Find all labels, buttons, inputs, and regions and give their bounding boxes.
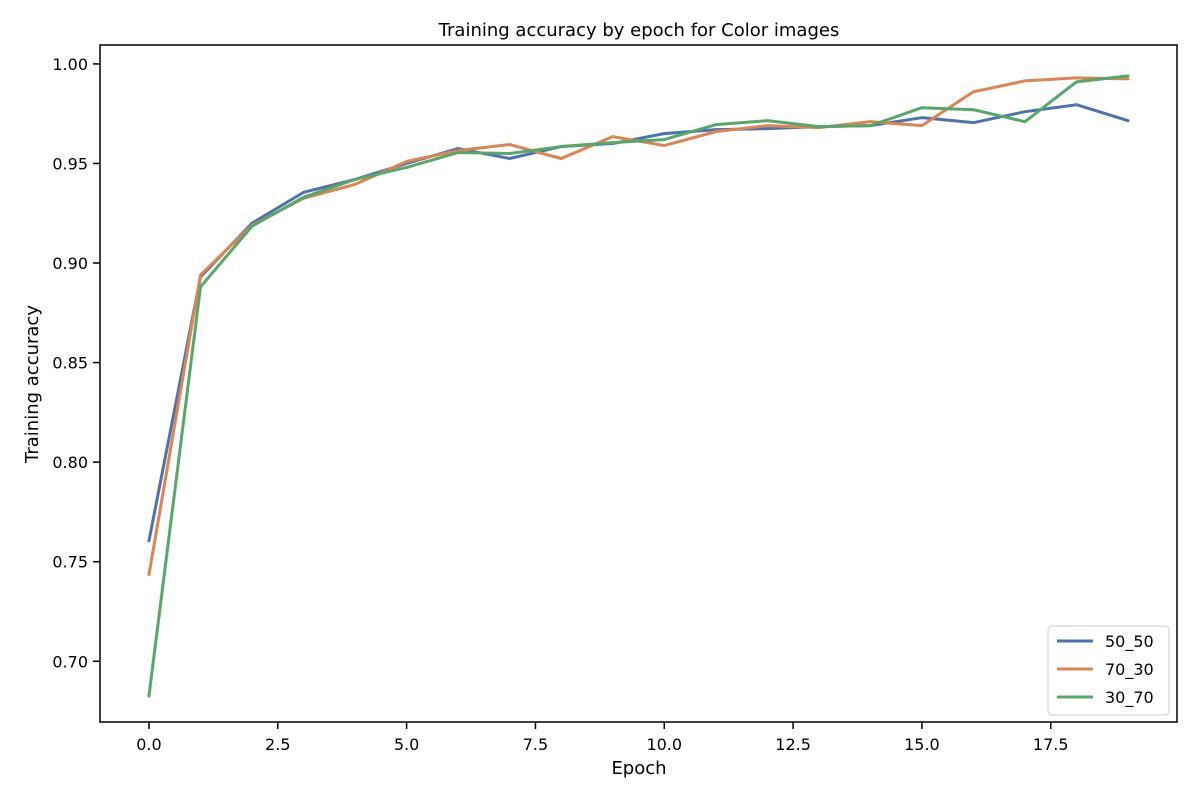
legend-label-50_50: 50_50 (1105, 632, 1154, 652)
y-tick-label: 0.95 (52, 154, 88, 173)
plot-frame (99, 44, 1178, 723)
x-tick-label: 17.5 (1033, 735, 1069, 754)
y-tick-label: 0.85 (52, 354, 88, 373)
legend-label-70_30: 70_30 (1105, 660, 1154, 680)
legend-label-30_70: 30_70 (1105, 688, 1154, 708)
legend: 50_50 70_30 30_70 (1047, 625, 1170, 716)
chart-title: Training accuracy by epoch for Color ima… (438, 20, 840, 41)
legend-box (1047, 625, 1170, 716)
x-tick-label: 7.5 (523, 735, 548, 754)
y-tick-label: 0.75 (52, 553, 88, 572)
x-tick-label: 2.5 (265, 735, 290, 754)
tick-layer: 0.0 2.5 5.0 7.5 10.0 12.5 15.0 17.5 0.70 0.75 0.80… (52, 55, 1068, 754)
y-tick-label: 0.70 (52, 652, 88, 671)
y-axis-label: Training accuracy (22, 305, 43, 464)
x-tick-label: 15.0 (904, 735, 940, 754)
x-axis-label: Epoch (611, 758, 666, 779)
series-layer (147, 74, 1130, 698)
series-line-30_70 (147, 74, 1130, 698)
x-tick-label: 10.0 (646, 735, 682, 754)
x-tick-label: 5.0 (394, 735, 419, 754)
series-line-70_30 (147, 76, 1130, 577)
y-tick-label: 0.90 (52, 254, 88, 273)
y-tick-label: 0.80 (52, 453, 88, 472)
x-tick-label: 0.0 (136, 735, 161, 754)
y-tick-label: 1.00 (52, 55, 88, 74)
x-tick-label: 12.5 (775, 735, 811, 754)
series-line-50_50 (147, 103, 1130, 543)
